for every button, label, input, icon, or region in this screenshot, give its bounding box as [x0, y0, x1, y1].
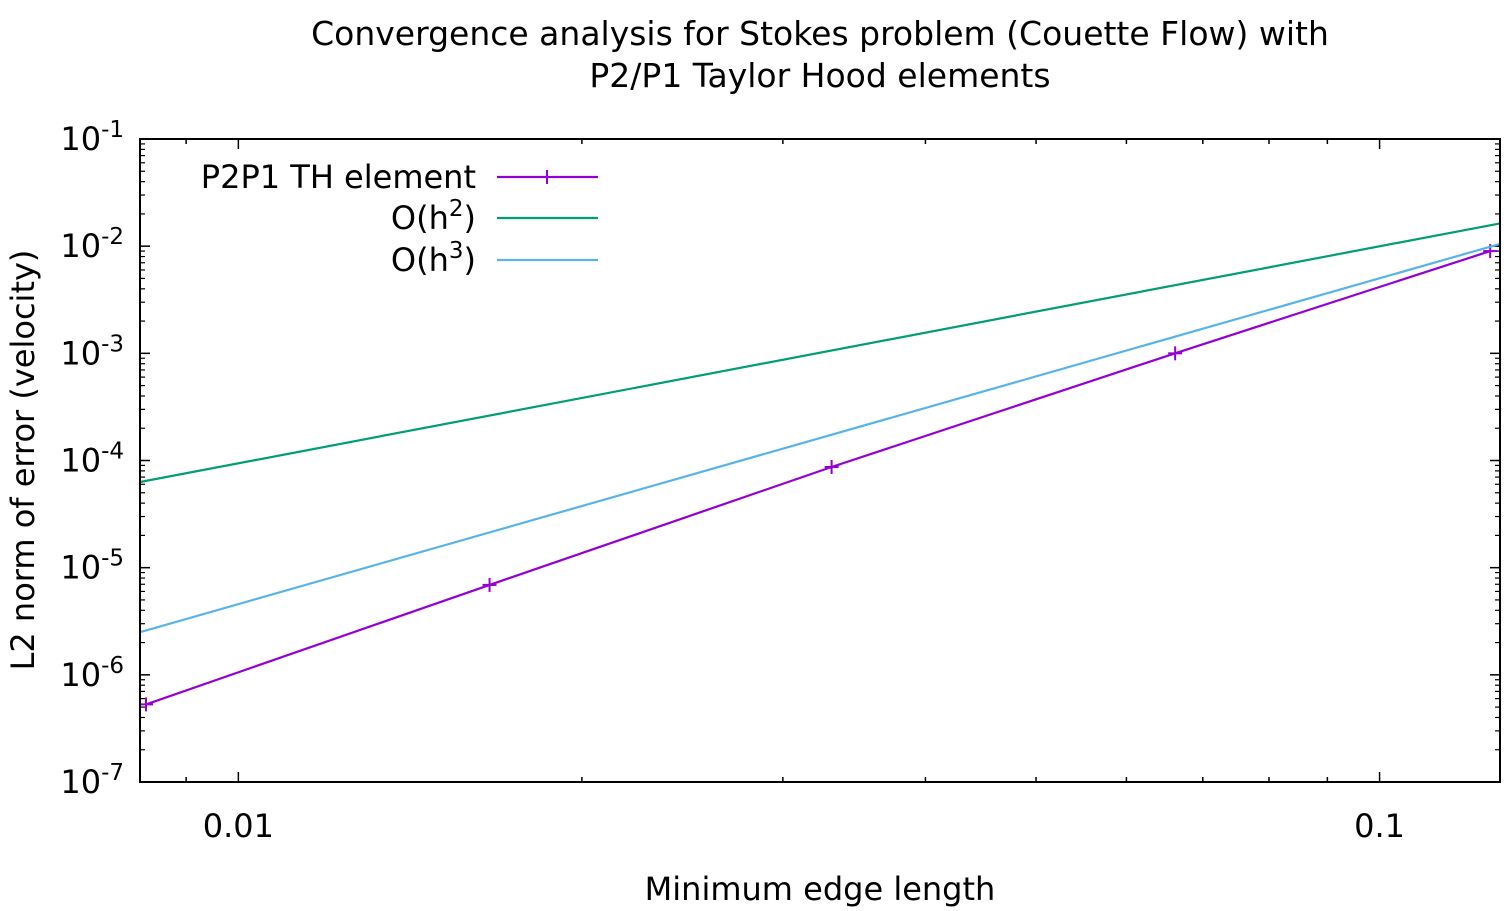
y-tick-label: 10-5: [60, 546, 124, 587]
x-tick-label: 0.01: [203, 807, 274, 845]
data-point: [139, 697, 154, 712]
y-tick-label: 10-2: [60, 224, 124, 265]
y-axis-label: L2 norm of error (velocity): [4, 250, 42, 671]
y-tick-label: 10-3: [60, 331, 124, 372]
y-tick-labels: 10-7 10-6 10-5 10-4 10-3 10-2 10-1: [60, 117, 124, 801]
axis-ticks: [140, 138, 1500, 783]
series-line-1: [145, 250, 1491, 706]
legend-label-1: P2P1 TH element: [201, 158, 476, 196]
y-tick-label: 10-1: [60, 117, 124, 158]
chart-title-line-1: Convergence analysis for Stokes problem …: [311, 14, 1329, 53]
legend-label-3: O(h3): [391, 238, 476, 279]
x-axis-label: Minimum edge length: [645, 870, 996, 908]
x-tick-label: 0.1: [1354, 807, 1405, 845]
data-point: [482, 577, 497, 592]
y-tick-label: 10-7: [60, 760, 124, 801]
y-tick-label: 10-6: [60, 653, 124, 694]
data-point: [824, 459, 839, 474]
series-layer: [139, 222, 1501, 712]
plot-frame: [139, 138, 1501, 783]
legend-label-2: O(h2): [391, 196, 476, 237]
y-tick-label: 10-4: [60, 439, 124, 480]
data-point: [1168, 346, 1183, 361]
chart-title-line-2: P2/P1 Taylor Hood elements: [589, 56, 1051, 95]
series-line-2: [139, 222, 1501, 484]
x-tick-labels: 0.01 0.1: [203, 807, 1405, 845]
series-line-3: [139, 242, 1501, 634]
